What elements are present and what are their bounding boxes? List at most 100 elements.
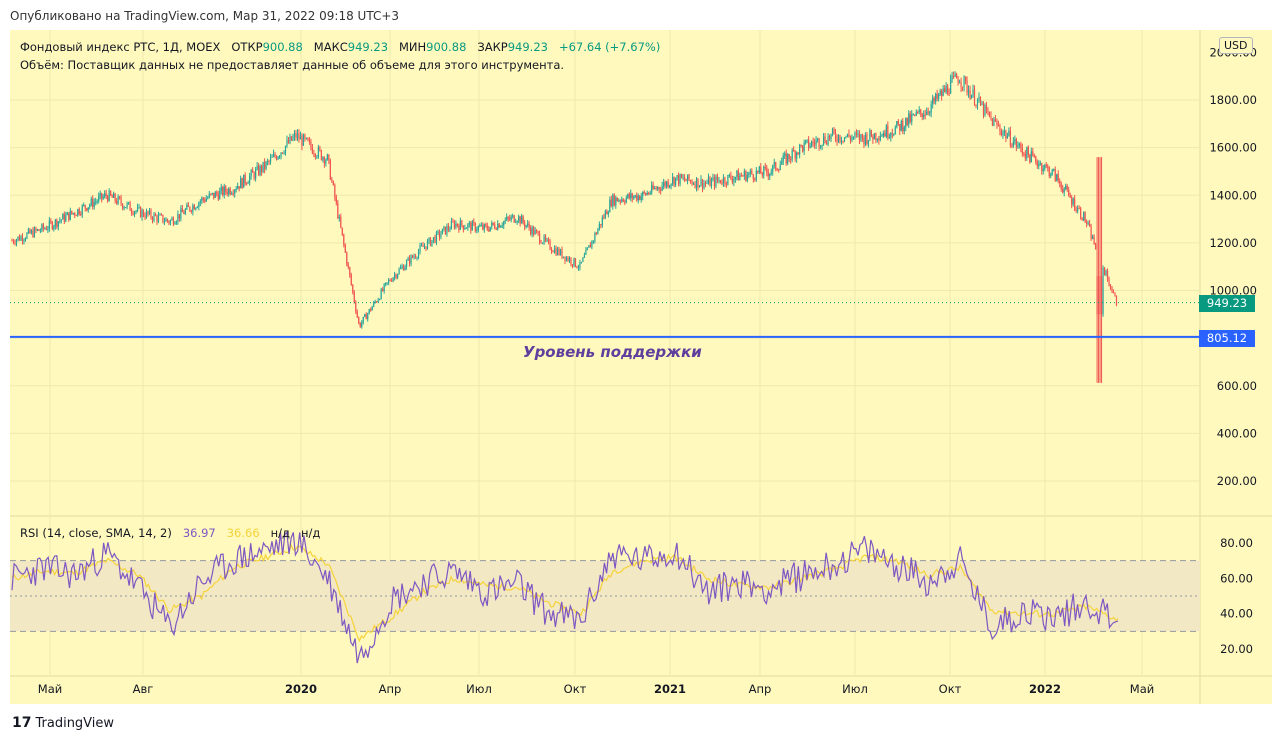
candle-body <box>95 201 97 203</box>
candle-body <box>453 221 455 228</box>
candle-body <box>1115 295 1118 306</box>
candle-body <box>628 194 630 199</box>
candle-body <box>1015 139 1017 147</box>
candle-body <box>775 162 777 170</box>
candle-body <box>201 197 203 202</box>
candle-body <box>670 183 672 186</box>
candle-body <box>570 258 572 265</box>
candle-body <box>190 210 192 212</box>
candle-body <box>861 134 864 138</box>
candle-body <box>550 249 553 252</box>
candle-body <box>676 175 678 178</box>
candle-body <box>1062 188 1064 193</box>
candle-body <box>707 177 710 184</box>
candle-body <box>695 178 698 188</box>
candle-body <box>491 222 493 227</box>
rsi-title[interactable]: RSI (14, close, SMA, 14, 2) <box>20 526 172 540</box>
candle-body <box>219 190 221 200</box>
currency-button[interactable]: USD <box>1219 37 1253 54</box>
tradingview-logo[interactable]: 17 TradingView <box>12 715 114 731</box>
candle-body <box>1100 276 1103 315</box>
candle-body <box>1050 174 1052 177</box>
candle-body <box>413 256 415 258</box>
candle-body <box>429 237 432 246</box>
candle-body <box>287 139 290 144</box>
candle-body <box>582 257 584 262</box>
candle-body <box>322 157 324 160</box>
candle-body <box>407 258 409 261</box>
candle-body <box>1081 217 1083 221</box>
candle-body <box>918 109 920 112</box>
candle-body <box>216 192 218 195</box>
candle-body <box>773 162 775 166</box>
candle-body <box>24 238 27 240</box>
candle-body <box>999 125 1001 131</box>
candle-body <box>33 228 36 237</box>
symbol-title[interactable]: Фондовый индекс РТС, 1Д, MOEX <box>20 40 221 54</box>
candle-body <box>649 192 651 194</box>
candle-body <box>93 201 95 207</box>
rsi-na-1: н/д <box>270 526 290 540</box>
candle-body <box>876 139 878 141</box>
candle-body <box>794 151 796 159</box>
candle-body <box>298 133 300 140</box>
chart-area[interactable]: 200.00 400.00 600.00 1000.00 1200.00 1400.00 1… <box>10 30 1272 704</box>
candle-body <box>1075 209 1077 211</box>
candle-body <box>1056 174 1058 181</box>
candle-body <box>926 111 928 116</box>
candle-body <box>116 200 118 204</box>
candle-body <box>1114 292 1116 296</box>
candle-body <box>277 156 279 160</box>
candle-body <box>751 170 753 175</box>
time-tick-label: Июл <box>466 682 492 696</box>
candle-body <box>851 137 853 140</box>
candle-body <box>982 103 985 116</box>
candle-body <box>935 93 937 102</box>
candle-body <box>722 177 725 184</box>
candle-body <box>343 234 345 245</box>
candle-body <box>994 119 997 121</box>
price-chart[interactable]: 200.00 400.00 600.00 1000.00 1200.00 1400.00 1… <box>10 30 1272 704</box>
candle-body <box>790 158 792 160</box>
candle-body <box>930 104 932 113</box>
candle-body <box>374 301 376 303</box>
candle-body <box>289 136 291 144</box>
candle-body <box>897 121 899 125</box>
candle-body <box>697 178 699 188</box>
candle-body <box>518 216 520 222</box>
candle-body <box>18 236 21 241</box>
candle-body <box>658 187 660 190</box>
candle-body <box>392 277 394 282</box>
candle-body <box>734 177 736 180</box>
candle-body <box>893 134 895 136</box>
candle-body <box>86 208 88 211</box>
candle-body <box>903 127 905 132</box>
candle-body <box>414 256 417 258</box>
candle-body <box>799 144 801 155</box>
candle-body <box>1017 145 1019 147</box>
candle-body <box>909 113 911 122</box>
candle-body <box>77 209 79 216</box>
candle-body <box>854 133 856 137</box>
candle-body <box>205 198 207 202</box>
candle-body <box>27 229 30 234</box>
candle-body <box>516 221 518 223</box>
candle-body <box>552 251 554 253</box>
candle-body <box>984 105 986 116</box>
candle-body <box>541 242 544 244</box>
candle-body <box>976 99 979 106</box>
candle-body <box>1014 139 1016 142</box>
candle-body <box>683 177 686 181</box>
candle-body <box>887 125 889 138</box>
candle-body <box>408 258 411 264</box>
candle-body <box>199 201 201 203</box>
candle-body <box>391 280 393 282</box>
candle-body <box>196 207 198 209</box>
candle-body <box>819 146 822 148</box>
candle-body <box>1054 169 1056 181</box>
candle-body <box>500 226 502 228</box>
candle-body <box>271 156 273 158</box>
candle-body <box>640 196 642 200</box>
candle-body <box>328 154 330 161</box>
candle-body <box>1066 185 1068 190</box>
